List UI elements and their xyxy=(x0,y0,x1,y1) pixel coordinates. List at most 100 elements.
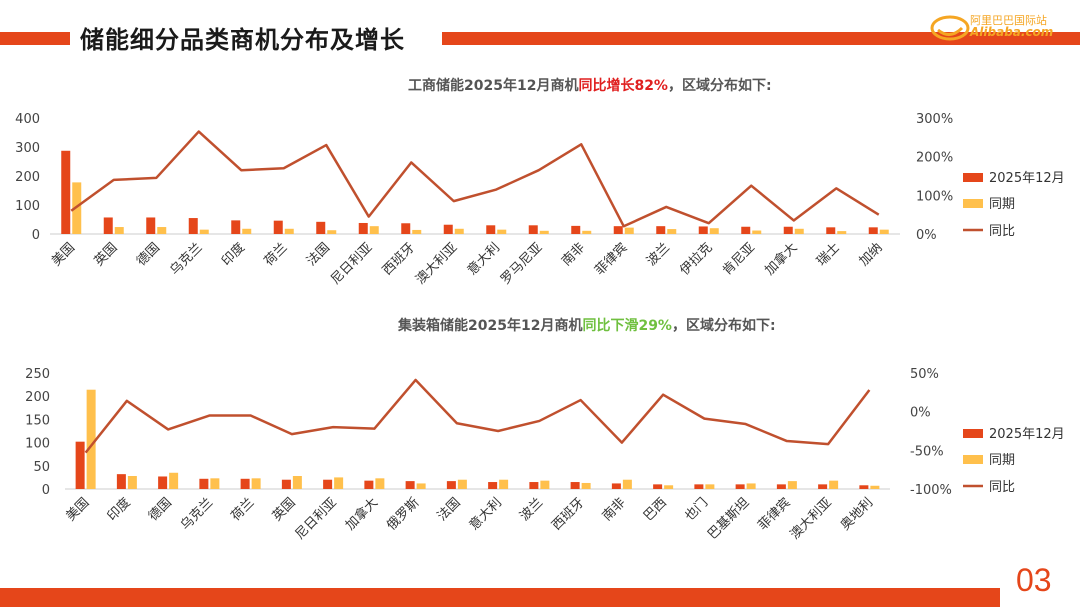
page-title: 储能细分品类商机分布及增长 xyxy=(80,26,405,54)
chart2-x-tick-label: 南非 xyxy=(599,495,629,525)
chart1-bar-previous xyxy=(582,230,592,234)
chart2-x-tick-label: 澳大利亚 xyxy=(787,495,835,543)
chart2-bar-previous xyxy=(787,481,797,489)
chart2-bar-previous xyxy=(705,484,715,489)
chart1-y-right-tick: 300% xyxy=(916,112,953,127)
chart2-bar-previous xyxy=(581,482,591,489)
chart2-x-tick-label: 荷兰 xyxy=(228,495,257,524)
chart2-legend-previous-swatch xyxy=(963,455,983,464)
chart2-x-tick-label: 波兰 xyxy=(517,495,546,524)
chart2-bar-current xyxy=(529,482,539,489)
chart2-legend-current-swatch xyxy=(963,429,983,438)
chart1-bar-current xyxy=(656,226,666,234)
chart1-bar-previous xyxy=(837,231,847,234)
chart2-x-tick-label: 尼日利亚 xyxy=(293,495,340,542)
chart2-x-tick-label: 也门 xyxy=(682,495,711,524)
chart2-x-tick-label: 加拿大 xyxy=(342,495,381,534)
chart2-x-tick-label: 法国 xyxy=(435,495,464,524)
chart2-y-right-tick: -50% xyxy=(910,444,944,459)
chart1-bar-previous xyxy=(667,229,677,234)
chart1-bar-previous xyxy=(624,227,634,234)
chart2-bar-previous xyxy=(622,479,632,489)
chart1-bar-previous xyxy=(284,228,294,234)
chart1-bar-current xyxy=(826,227,836,234)
chart2-bar-current xyxy=(735,484,745,489)
chart1-legend-previous-label: 同期 xyxy=(989,197,1015,212)
chart2-bar-current xyxy=(75,441,85,489)
chart1-y-right-tick: 0% xyxy=(916,228,937,243)
chart1-title-suffix: ，区域分布如下: xyxy=(668,77,772,94)
chart2-bar-current xyxy=(570,482,580,489)
chart2-bar-previous xyxy=(829,480,839,489)
chart1-bar-current xyxy=(741,226,751,234)
chart1-legend-current-swatch xyxy=(963,173,983,182)
chart2-bar-current xyxy=(158,476,168,489)
title-accent-bar-left xyxy=(0,32,70,45)
chart1-bar-current xyxy=(783,226,793,234)
chart1-bar-current xyxy=(571,225,581,234)
logo-en-text: Alibaba.com xyxy=(970,25,1054,39)
chart2-bar-current xyxy=(859,485,869,489)
chart1-y-left-tick: 200 xyxy=(15,170,40,185)
chart1-bar-current xyxy=(443,224,453,234)
chart2-bar-current xyxy=(405,481,415,489)
chart1-y-right-tick: 100% xyxy=(916,189,953,204)
chart2-bar-current xyxy=(694,484,704,489)
chart1-bar-current xyxy=(358,222,368,234)
commercial-storage-chart: 工商储能2025年12月商机同比增长82%，区域分布如下: 0 100 200 300 4… xyxy=(15,77,1064,288)
chart2-bar-previous xyxy=(251,478,261,489)
chart1-bar-previous xyxy=(752,230,762,234)
chart2-legend-current-label: 2025年12月 xyxy=(989,427,1065,442)
chart2-bar-previous xyxy=(457,479,467,489)
chart1-y-left-tick: 400 xyxy=(15,112,40,127)
chart2-bar-previous xyxy=(870,485,880,489)
chart2-bar-previous xyxy=(664,485,674,489)
chart2-bar-previous xyxy=(499,479,509,489)
chart1-bar-current xyxy=(868,227,878,234)
chart1-bar-previous xyxy=(327,230,337,234)
chart1-bar-current xyxy=(61,150,71,234)
chart1-bar-current xyxy=(486,225,496,234)
chart2-bar-current xyxy=(488,482,498,489)
chart2-x-tick-label: 英国 xyxy=(270,495,299,524)
chart2-y-right-tick: 50% xyxy=(910,367,939,382)
chart2-bar-previous xyxy=(416,483,426,489)
chart1-bar-current xyxy=(698,226,708,234)
chart2-bar-previous xyxy=(292,476,302,489)
chart2-bar-current xyxy=(776,484,786,489)
chart2-bar-current xyxy=(199,478,209,489)
chart2-bar-current xyxy=(281,479,291,489)
chart2-x-tick-label: 印度 xyxy=(104,495,134,525)
chart2-bar-current xyxy=(611,483,621,489)
footer-bar xyxy=(0,588,1000,607)
chart1-y-left-tick: 100 xyxy=(15,199,40,214)
chart2-yoy-line xyxy=(84,378,871,454)
chart1-bar-previous xyxy=(412,229,422,234)
chart2-bar-previous xyxy=(746,483,756,489)
chart2-x-tick-label: 乌克兰 xyxy=(177,495,216,534)
chart2-y-left-tick: 50 xyxy=(33,460,50,475)
chart1-bar-current xyxy=(273,220,283,234)
chart1-y-left-tick: 0 xyxy=(32,228,40,243)
chart2-bar-previous xyxy=(334,477,344,489)
chart2-x-tick-label: 巴基斯坦 xyxy=(705,495,752,542)
chart1-yoy-line xyxy=(70,130,880,228)
chart2-legend-yoy-label: 同比 xyxy=(989,480,1015,495)
chart2-x-tick-label: 意大利 xyxy=(466,495,505,534)
chart2-bar-current xyxy=(240,478,250,489)
alibaba-smile-logo-icon xyxy=(930,15,970,41)
chart2-bar-current xyxy=(364,480,374,489)
chart2-x-tick-label: 西班牙 xyxy=(549,495,587,533)
chart1-title-prefix: 工商储能2025年12月商机 xyxy=(408,77,578,94)
chart1-bar-current xyxy=(103,217,113,234)
chart1-title-highlight: 同比增长82% xyxy=(578,77,668,94)
chart2-title-highlight: 同比下滑29% xyxy=(582,317,672,334)
chart2-bar-current xyxy=(446,481,456,489)
chart2-bar-previous xyxy=(210,478,220,489)
chart2-bar-current xyxy=(116,474,126,489)
chart2-y-right-tick: 0% xyxy=(910,406,931,421)
chart2-y-left-tick: 100 xyxy=(25,437,50,452)
chart1-bar-previous xyxy=(242,228,252,234)
chart1-legend-previous-swatch xyxy=(963,199,983,208)
chart2-title: 集装箱储能2025年12月商机同比下滑29%，区域分布如下: xyxy=(397,317,776,334)
